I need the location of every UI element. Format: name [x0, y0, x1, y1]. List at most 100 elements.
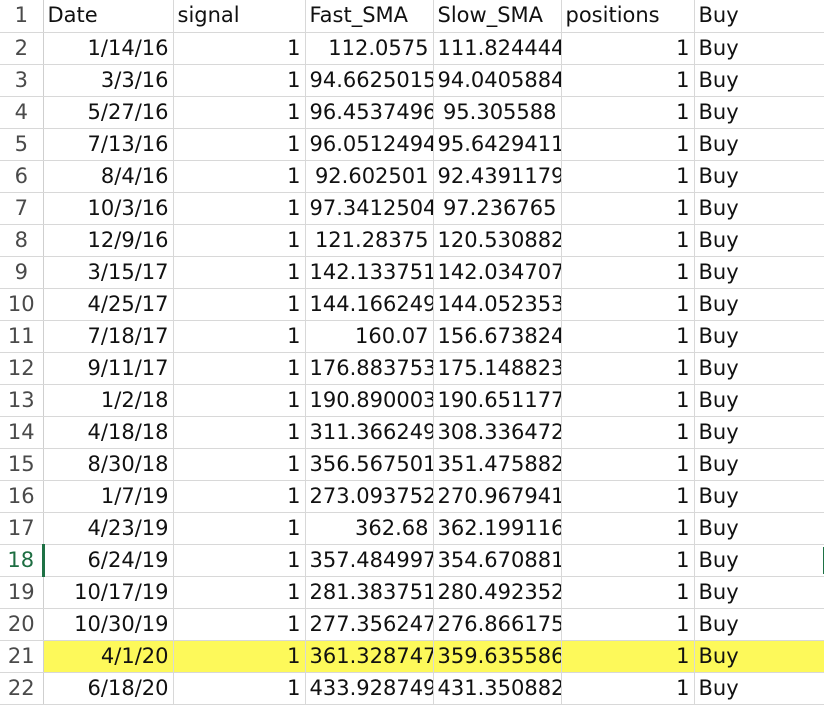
row-header[interactable]: 19: [0, 576, 44, 609]
cell-date[interactable]: 9/11/17: [43, 352, 174, 385]
cell-fast-sma[interactable]: 311.366249: [305, 416, 434, 449]
cell-action[interactable]: Buy: [694, 288, 824, 321]
row-header[interactable]: 16: [0, 480, 44, 513]
row-header[interactable]: 7: [0, 192, 44, 225]
cell-positions[interactable]: 1: [561, 160, 695, 193]
row-header[interactable]: 17: [0, 512, 44, 545]
row-header[interactable]: 15: [0, 448, 44, 481]
cell-slow-sma[interactable]: 276.866175: [433, 608, 562, 641]
cell-positions[interactable]: 1: [561, 288, 695, 321]
cell-signal[interactable]: 1: [173, 320, 306, 353]
cell-slow-sma[interactable]: 156.673824: [433, 320, 562, 353]
cell-date[interactable]: 3/15/17: [43, 256, 174, 289]
cell-slow-sma[interactable]: 359.635586: [433, 640, 562, 673]
cell-slow-sma[interactable]: 120.530882: [433, 224, 562, 257]
cell-slow-sma[interactable]: 280.492352: [433, 576, 562, 609]
row-header[interactable]: 13: [0, 384, 44, 417]
cell-positions[interactable]: 1: [561, 224, 695, 257]
cell-fast-sma[interactable]: 356.567501: [305, 448, 434, 481]
cell-slow-sma[interactable]: 95.305588: [433, 96, 562, 129]
cell-action[interactable]: Buy: [694, 352, 824, 385]
cell-signal[interactable]: 1: [173, 352, 306, 385]
cell-action[interactable]: Buy: [694, 448, 824, 481]
row-header[interactable]: 1: [0, 0, 44, 33]
cell-slow-sma[interactable]: 431.350882: [433, 672, 562, 705]
cell-fast-sma[interactable]: 362.68: [305, 512, 434, 545]
cell-signal[interactable]: 1: [173, 32, 306, 65]
cell-signal[interactable]: 1: [173, 224, 306, 257]
cell-signal[interactable]: 1: [173, 608, 306, 641]
row-header[interactable]: 10: [0, 288, 44, 321]
cell-action[interactable]: Buy: [694, 64, 824, 97]
cell-positions[interactable]: 1: [561, 672, 695, 705]
cell-action[interactable]: Buy: [694, 192, 824, 225]
cell-fast-sma[interactable]: 94.6625015: [305, 64, 434, 97]
cell-signal[interactable]: 1: [173, 96, 306, 129]
cell-action[interactable]: Buy: [694, 640, 824, 673]
cell-positions[interactable]: 1: [561, 416, 695, 449]
cell-fast-sma[interactable]: 96.4537496: [305, 96, 434, 129]
cell-date[interactable]: 7/18/17: [43, 320, 174, 353]
cell-fast-sma[interactable]: 97.3412504: [305, 192, 434, 225]
cell-fast-sma[interactable]: 281.383751: [305, 576, 434, 609]
cell-action[interactable]: Buy: [694, 544, 824, 577]
cell-positions[interactable]: 1: [561, 320, 695, 353]
cell-fast-sma[interactable]: 96.0512494: [305, 128, 434, 161]
cell-date[interactable]: 12/9/16: [43, 224, 174, 257]
cell-slow-sma[interactable]: 270.967941: [433, 480, 562, 513]
cell-positions[interactable]: 1: [561, 96, 695, 129]
row-header[interactable]: 11: [0, 320, 44, 353]
cell-signal[interactable]: 1: [173, 576, 306, 609]
row-header[interactable]: 18: [0, 544, 45, 577]
cell-signal[interactable]: 1: [173, 448, 306, 481]
cell-date[interactable]: 10/30/19: [43, 608, 174, 641]
cell-slow-sma[interactable]: 95.6429411: [433, 128, 562, 161]
cell-signal[interactable]: 1: [173, 416, 306, 449]
cell-date[interactable]: 4/23/19: [43, 512, 174, 545]
cell-fast-sma[interactable]: 277.356247: [305, 608, 434, 641]
cell-action[interactable]: Buy: [694, 320, 824, 353]
header-cell-buy[interactable]: Buy: [694, 0, 824, 33]
cell-date[interactable]: 6/18/20: [43, 672, 174, 705]
cell-slow-sma[interactable]: 144.052353: [433, 288, 562, 321]
cell-action[interactable]: Buy: [694, 512, 824, 545]
cell-action[interactable]: Buy: [694, 480, 824, 513]
cell-positions[interactable]: 1: [561, 384, 695, 417]
cell-slow-sma[interactable]: 142.034707: [433, 256, 562, 289]
row-header[interactable]: 12: [0, 352, 44, 385]
cell-slow-sma[interactable]: 362.199116: [433, 512, 562, 545]
cell-positions[interactable]: 1: [561, 32, 695, 65]
cell-date[interactable]: 1/14/16: [43, 32, 174, 65]
cell-date[interactable]: 1/7/19: [43, 480, 174, 513]
row-header[interactable]: 20: [0, 608, 44, 641]
cell-action[interactable]: Buy: [694, 256, 824, 289]
cell-fast-sma[interactable]: 112.0575: [305, 32, 434, 65]
row-header[interactable]: 9: [0, 256, 44, 289]
cell-date[interactable]: 5/27/16: [43, 96, 174, 129]
cell-signal[interactable]: 1: [173, 288, 306, 321]
cell-positions[interactable]: 1: [561, 608, 695, 641]
cell-fast-sma[interactable]: 190.890003: [305, 384, 434, 417]
cell-date[interactable]: 8/4/16: [43, 160, 174, 193]
cell-positions[interactable]: 1: [561, 128, 695, 161]
cell-slow-sma[interactable]: 94.0405884: [433, 64, 562, 97]
cell-fast-sma[interactable]: 160.07: [305, 320, 434, 353]
cell-positions[interactable]: 1: [561, 256, 695, 289]
cell-fast-sma[interactable]: 273.093752: [305, 480, 434, 513]
cell-positions[interactable]: 1: [561, 192, 695, 225]
cell-fast-sma[interactable]: 361.328747: [305, 640, 434, 673]
cell-action[interactable]: Buy: [694, 416, 824, 449]
cell-signal[interactable]: 1: [173, 480, 306, 513]
cell-fast-sma[interactable]: 121.28375: [305, 224, 434, 257]
cell-action[interactable]: Buy: [694, 96, 824, 129]
cell-slow-sma[interactable]: 308.336472: [433, 416, 562, 449]
cell-signal[interactable]: 1: [173, 256, 306, 289]
cell-signal[interactable]: 1: [173, 544, 306, 577]
cell-fast-sma[interactable]: 357.484997: [305, 544, 434, 577]
header-cell-positions[interactable]: positions: [561, 0, 695, 33]
cell-fast-sma[interactable]: 433.928749: [305, 672, 434, 705]
cell-date[interactable]: 8/30/18: [43, 448, 174, 481]
cell-date[interactable]: 4/1/20: [43, 640, 174, 673]
header-cell-date[interactable]: Date: [43, 0, 174, 33]
cell-slow-sma[interactable]: 97.236765: [433, 192, 562, 225]
